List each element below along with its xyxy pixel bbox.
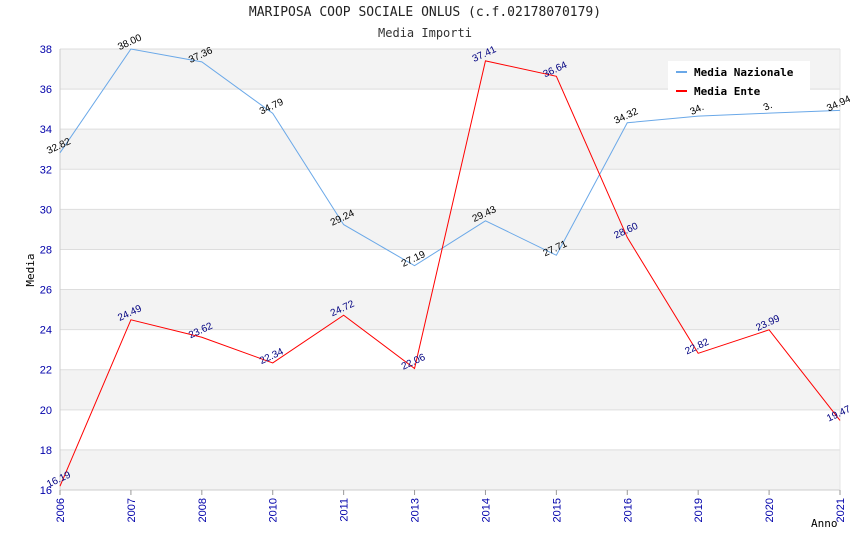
y-tick-label: 38 xyxy=(40,44,52,56)
grid-band xyxy=(60,369,840,410)
x-tick-label: 2019 xyxy=(693,498,705,522)
data-label: 27.19 xyxy=(400,249,428,270)
data-label: 22.34 xyxy=(258,346,286,367)
x-tick-label: 2014 xyxy=(480,498,492,522)
y-tick-labels: 16 18 20 22 24 26 28 30 32 34 36 38 xyxy=(40,44,52,497)
data-label: 34. xyxy=(688,102,705,118)
legend: Media Nazionale Media Ente xyxy=(668,61,810,101)
series-line-media-nazionale xyxy=(59,48,841,267)
x-tick-labels: 2006 2007 2008 2010 2011 2013 2014 2015 2016 2019… xyxy=(55,490,847,522)
x-tick-label: 2015 xyxy=(551,498,563,522)
y-axis-title: Media xyxy=(24,253,37,286)
y-tick-label: 22 xyxy=(40,365,52,377)
x-tick-label: 2011 xyxy=(339,498,351,522)
chart-title: MARIPOSA COOP SOCIALE ONLUS (c.f.0217807… xyxy=(248,5,602,20)
y-tick-label: 32 xyxy=(40,164,52,176)
x-tick-label: 2008 xyxy=(197,498,209,522)
y-tick-label: 16 xyxy=(40,485,52,497)
y-tick-label: 36 xyxy=(40,84,52,96)
x-tick-label: 2013 xyxy=(410,498,422,522)
grid-band xyxy=(60,289,840,330)
plot-frame xyxy=(59,49,841,491)
x-tick-label: 2020 xyxy=(764,498,776,522)
series-line-media-ente xyxy=(59,60,841,487)
y-tick-label: 18 xyxy=(40,445,52,457)
data-label: 3. xyxy=(762,100,774,113)
y-tick-label: 28 xyxy=(40,244,52,256)
series-lines xyxy=(59,48,841,487)
x-tick-label: 2006 xyxy=(55,498,67,522)
y-tick-label: 26 xyxy=(40,285,52,297)
legend-label: Media Ente xyxy=(694,85,761,98)
data-label: 34.79 xyxy=(258,97,286,118)
y-tick-label: 24 xyxy=(40,325,52,337)
y-tick-label: 30 xyxy=(40,204,52,216)
y-tick-label: 34 xyxy=(40,124,52,136)
x-tick-label: 2007 xyxy=(126,498,138,522)
x-tick-label: 2010 xyxy=(268,498,280,522)
grid-band xyxy=(60,129,840,170)
y-tick-label: 20 xyxy=(40,405,52,417)
legend-box xyxy=(668,61,810,101)
x-tick-label: 2016 xyxy=(622,498,634,522)
grid-band xyxy=(60,449,840,490)
legend-label: Media Nazionale xyxy=(694,66,794,79)
x-axis-title: Anno xyxy=(811,517,838,530)
x-tick-label: 2021 xyxy=(835,498,847,522)
data-label: 34.94 xyxy=(825,94,850,115)
data-label: 22.82 xyxy=(683,337,711,358)
chart-subtitle: Media Importi xyxy=(378,26,472,40)
